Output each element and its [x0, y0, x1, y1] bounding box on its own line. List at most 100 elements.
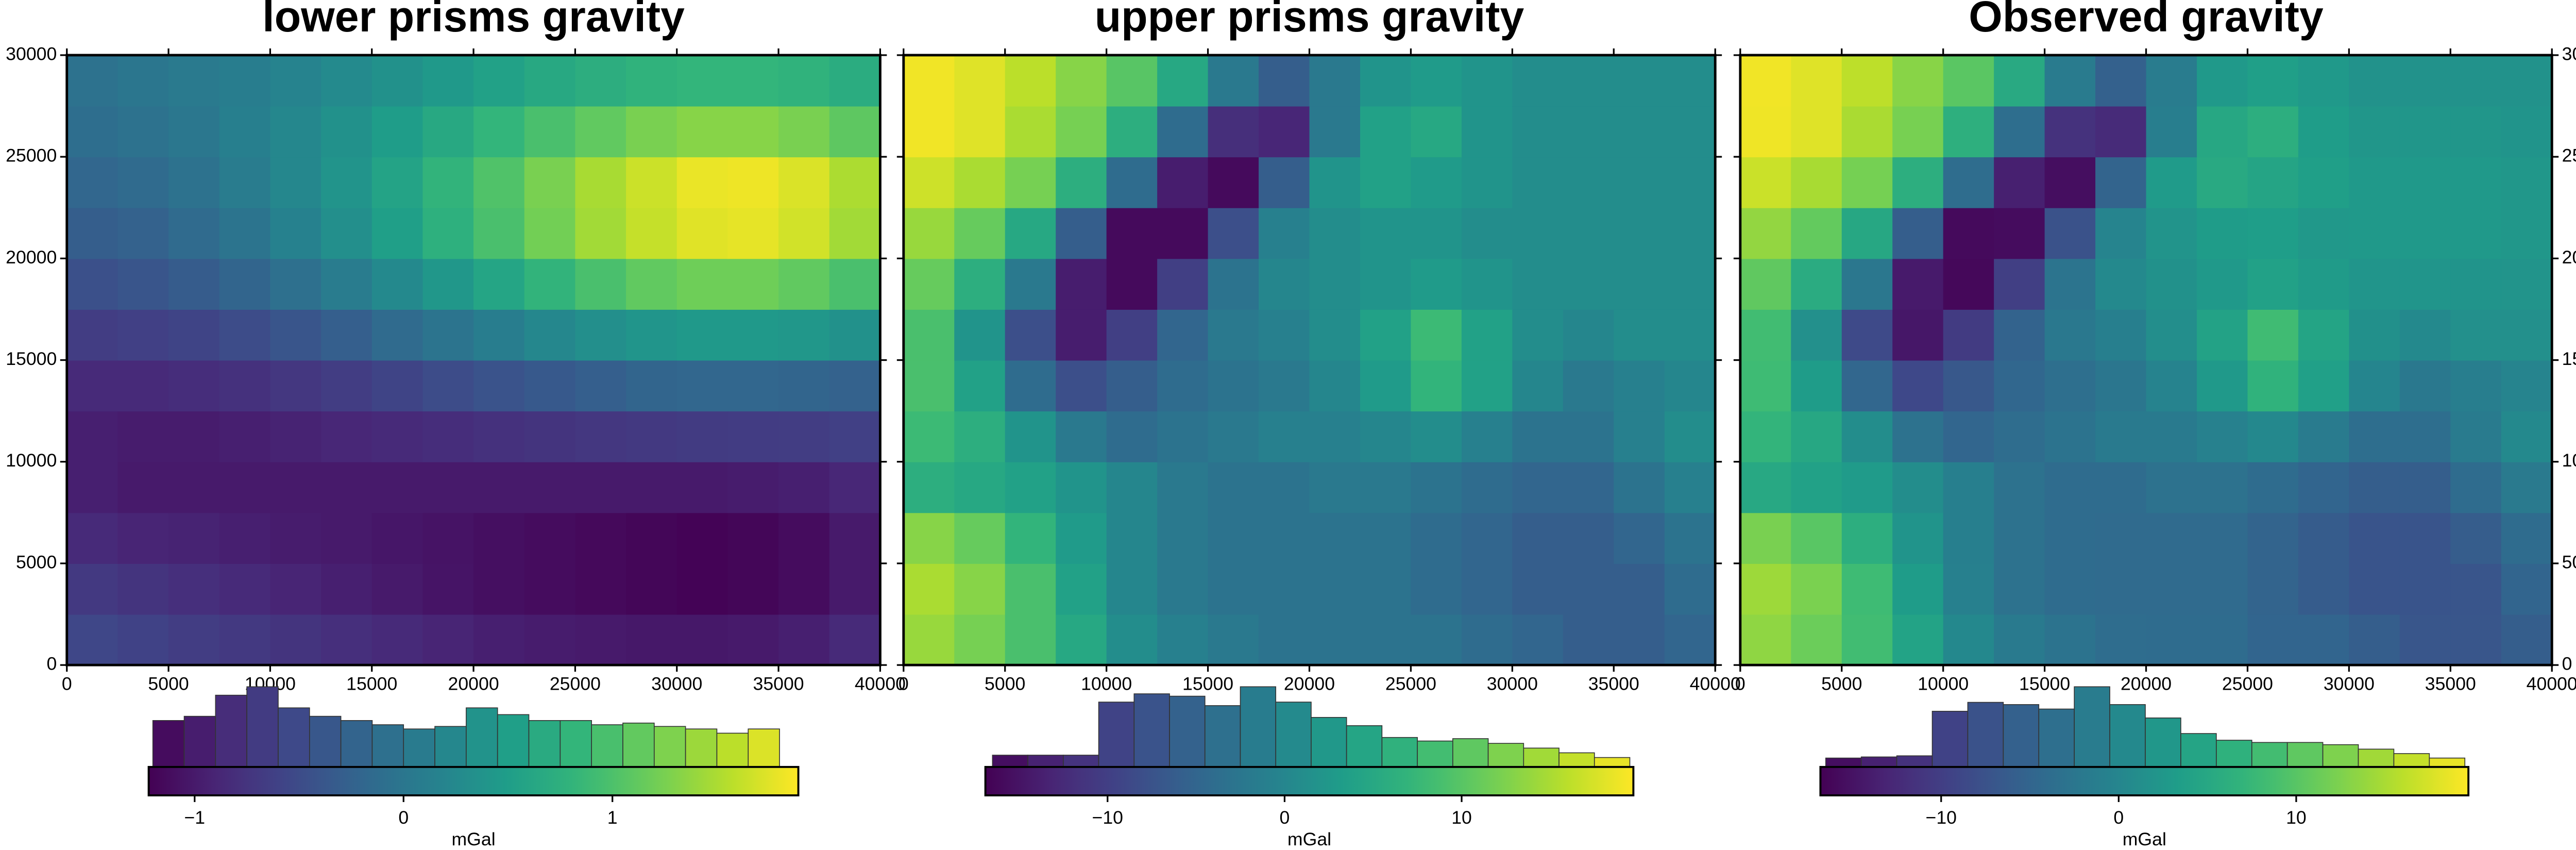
heatmap-cell	[1892, 157, 1944, 208]
heatmap-cell	[1411, 411, 1462, 462]
heatmap-cell	[1892, 258, 1944, 310]
histogram-bar	[2358, 748, 2395, 768]
heatmap-cell	[1892, 461, 1944, 513]
heatmap-cell	[2298, 512, 2350, 564]
heatmap-cell	[422, 461, 474, 513]
heatmap-cell	[626, 157, 677, 208]
heatmap-cell	[829, 55, 881, 107]
heatmap-cell	[829, 614, 881, 666]
heatmap-cell	[270, 411, 322, 462]
heatmap-cell	[1614, 461, 1665, 513]
histogram-bar	[1417, 740, 1453, 768]
y-tick-label: 10000	[2562, 450, 2576, 471]
heatmap-cell	[2197, 614, 2248, 666]
heatmap-cell	[1892, 106, 1944, 158]
heatmap-cell	[117, 207, 170, 259]
heatmap-cell	[1259, 258, 1310, 310]
heatmap-cell	[1157, 207, 1209, 259]
heatmap-cell	[2146, 55, 2197, 107]
x-tick-label: 5000	[1821, 673, 1862, 694]
heatmap-cell	[371, 411, 423, 462]
heatmap-cell	[1614, 106, 1665, 158]
heatmap-cell	[2095, 614, 2147, 666]
heatmap-cell	[321, 309, 372, 361]
histogram-bar	[1275, 702, 1312, 768]
histogram-bar	[560, 720, 592, 768]
colorbar-tick-label: −10	[1926, 807, 1957, 828]
heatmap-cell	[321, 360, 372, 412]
heatmap-cell	[2501, 55, 2553, 107]
heatmap-cell	[117, 258, 170, 310]
x-tick-label: 35000	[1588, 673, 1639, 694]
heatmap-cell	[168, 563, 220, 615]
heatmap-cell	[66, 512, 118, 564]
heatmap-cell	[2450, 563, 2502, 615]
heatmap-cell	[727, 360, 779, 412]
heatmap-cell	[1005, 55, 1057, 107]
heatmap-cell	[1563, 258, 1615, 310]
heatmap-cell	[2349, 614, 2400, 666]
x-tick-label: 0	[1735, 673, 1745, 694]
heatmap-cell	[626, 614, 677, 666]
heatmap-cell	[2501, 258, 2553, 310]
chart-title: lower prisms gravity	[262, 0, 685, 41]
heatmap-cell	[422, 411, 474, 462]
heatmap-cell	[473, 360, 525, 412]
heatmap-cell	[422, 563, 474, 615]
x-tick-label: 0	[62, 673, 72, 694]
heatmap-cell	[2399, 512, 2451, 564]
heatmap-cell	[117, 512, 170, 564]
histogram-bar	[2251, 742, 2288, 768]
heatmap-cell	[1512, 360, 1564, 412]
heatmap-cell	[1943, 309, 1995, 361]
x-tick-label: 40000	[1690, 673, 1741, 694]
heatmap-cell	[676, 512, 728, 564]
histogram-bar	[2216, 740, 2252, 768]
heatmap-cell	[1259, 309, 1310, 361]
x-tick-label: 30000	[651, 673, 702, 694]
heatmap-cell	[1208, 309, 1260, 361]
x-tick-label: 15000	[346, 673, 397, 694]
heatmap-cell	[66, 157, 118, 208]
heatmap-cell	[1664, 258, 1716, 310]
heatmap-cell	[2298, 258, 2350, 310]
heatmap-cell	[626, 411, 677, 462]
heatmap-cell	[575, 563, 627, 615]
histogram-bar	[992, 755, 1028, 768]
heatmap-cell	[524, 614, 576, 666]
heatmap-cell	[903, 614, 955, 666]
heatmap-cell	[1360, 411, 1412, 462]
x-tick-label: 25000	[2222, 673, 2273, 694]
heatmap-cell	[524, 309, 576, 361]
heatmap-cell	[1411, 512, 1462, 564]
heatmap-cell	[903, 563, 955, 615]
heatmap-cell	[2044, 55, 2096, 107]
heatmap-cell	[1563, 157, 1615, 208]
heatmap-cell	[2247, 309, 2299, 361]
histogram-bar	[1133, 693, 1170, 768]
y-tick-label: 30000	[2562, 43, 2576, 64]
heatmap-cell	[2095, 461, 2147, 513]
heatmap-cell	[1943, 207, 1995, 259]
heatmap-cell	[1892, 55, 1944, 107]
heatmap-cell	[1309, 512, 1361, 564]
heatmap-cell	[1157, 157, 1209, 208]
heatmap-cell	[2095, 360, 2147, 412]
heatmap-cell	[1309, 309, 1361, 361]
heatmap-cell	[1791, 411, 1842, 462]
heatmap-cell	[1259, 360, 1310, 412]
heatmap-cell	[954, 461, 1006, 513]
heatmap-cell	[1563, 411, 1615, 462]
heatmap-cell	[66, 258, 118, 310]
heatmap-cell	[66, 207, 118, 259]
heatmap-cell	[778, 563, 830, 615]
heatmap-cell	[117, 461, 170, 513]
heatmap-cell	[321, 563, 372, 615]
heatmap-cell	[2095, 106, 2147, 158]
colorbar-label: mGal	[452, 829, 496, 849]
heatmap-cell	[1994, 411, 2045, 462]
heatmap-cell	[1563, 614, 1615, 666]
histogram-bar	[1240, 686, 1277, 768]
heatmap-cell	[2044, 360, 2096, 412]
heatmap-cell	[2247, 207, 2299, 259]
